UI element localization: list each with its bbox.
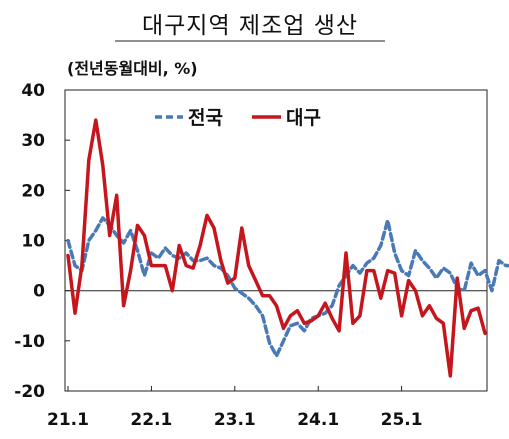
legend-label-national: 전국 bbox=[188, 107, 223, 129]
y-tick-label: 20 bbox=[21, 181, 45, 201]
y-tick-label: -10 bbox=[14, 332, 45, 352]
x-tick-label: 21.1 bbox=[47, 410, 89, 430]
y-tick-label: 40 bbox=[21, 81, 45, 101]
x-tick-label: 22.1 bbox=[130, 410, 172, 430]
x-tick-label: 25.1 bbox=[381, 410, 423, 430]
legend: 전국 대구 bbox=[155, 107, 321, 129]
series-lines bbox=[66, 118, 509, 378]
legend-label-daegu: 대구 bbox=[286, 107, 321, 129]
unit-label: (전년동월대비, %) bbox=[67, 59, 198, 78]
series-line-daegu bbox=[66, 118, 487, 378]
x-tick-label: 23.1 bbox=[214, 410, 256, 430]
series-line-national bbox=[66, 216, 509, 358]
x-axis: 21.1 22.1 23.1 24.1 25.1 bbox=[47, 386, 423, 430]
y-tick-label: 30 bbox=[21, 131, 45, 151]
y-tick-label: -20 bbox=[14, 382, 45, 402]
y-tick-label: 10 bbox=[21, 232, 45, 252]
chart-title: 대구지역 제조업 생산 bbox=[142, 13, 358, 39]
x-tick-label: 24.1 bbox=[297, 410, 339, 430]
plot-frame bbox=[64, 89, 488, 392]
y-tick-label: 0 bbox=[33, 282, 45, 302]
y-axis: 40 30 20 10 0 -10 -20 bbox=[14, 81, 70, 402]
